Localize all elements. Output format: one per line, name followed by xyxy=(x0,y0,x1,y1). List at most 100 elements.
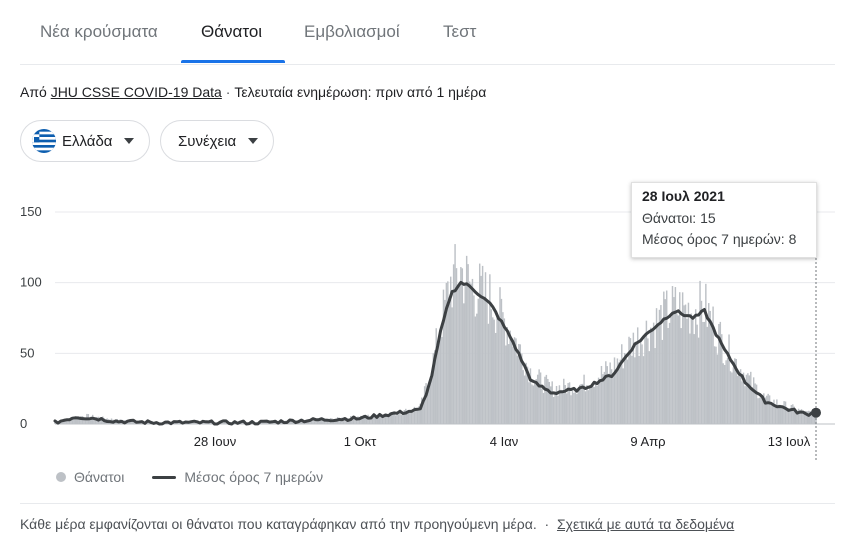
deaths-bar xyxy=(683,305,685,424)
deaths-bar xyxy=(652,322,655,424)
deaths-bar xyxy=(790,404,793,424)
source-separator: · xyxy=(225,84,231,100)
deaths-bar xyxy=(593,386,595,424)
deaths-bar xyxy=(634,357,636,424)
greece-flag-icon xyxy=(32,129,56,153)
deaths-bar xyxy=(274,422,277,424)
deaths-bar xyxy=(573,392,575,424)
x-tick-label: 9 Απρ xyxy=(630,434,665,449)
tooltip-avg: Μέσος όρος 7 ημερών: 8 xyxy=(642,231,797,247)
deaths-bar xyxy=(709,310,711,424)
deaths-bar xyxy=(368,417,371,424)
deaths-bar xyxy=(377,416,379,424)
deaths-bar xyxy=(739,369,742,424)
tab-tests[interactable]: Τεστ xyxy=(443,22,477,41)
deaths-bar xyxy=(774,404,777,424)
deaths-bar xyxy=(513,337,516,424)
deaths-bar xyxy=(486,300,488,424)
deaths-bar xyxy=(78,417,81,424)
deaths-bar xyxy=(273,422,275,424)
deaths-bar xyxy=(174,422,177,424)
deaths-bar xyxy=(597,377,600,424)
deaths-bar xyxy=(465,255,468,424)
deaths-bar xyxy=(93,417,95,424)
deaths-bar xyxy=(384,415,387,424)
deaths-bar xyxy=(260,422,262,424)
legend-deaths-swatch xyxy=(56,472,66,482)
deaths-bar xyxy=(464,285,466,424)
deaths-bar xyxy=(525,362,527,424)
deaths-bar xyxy=(568,382,571,424)
deaths-bar xyxy=(422,399,424,424)
deaths-bar xyxy=(399,413,401,424)
deaths-bar xyxy=(786,410,788,424)
deaths-bar xyxy=(202,422,204,424)
region-select[interactable]: Ελλάδα xyxy=(20,120,150,162)
deaths-bar xyxy=(577,389,580,424)
deaths-bar xyxy=(758,397,761,424)
deaths-bar xyxy=(403,410,406,424)
deaths-bar xyxy=(76,418,78,424)
deaths-chart[interactable]: 0 50 100 150 28 Ιουν 1 Οκτ 4 Ιαν 9 Απρ 13 Ιουλ xyxy=(0,170,851,465)
deaths-bar xyxy=(316,420,319,424)
deaths-bar xyxy=(320,419,323,424)
deaths-bar xyxy=(318,418,320,424)
deaths-bar xyxy=(71,417,74,424)
deaths-bar xyxy=(441,336,443,424)
deaths-bar xyxy=(481,265,484,424)
deaths-bar xyxy=(132,421,134,424)
deaths-bar xyxy=(523,375,526,424)
source-link[interactable]: JHU CSSE COVID-19 Data xyxy=(50,84,222,100)
deaths-bar xyxy=(605,361,607,424)
deaths-bar xyxy=(579,384,581,424)
deaths-bar xyxy=(680,328,682,424)
deaths-bar xyxy=(639,340,642,424)
deaths-bar xyxy=(557,395,559,424)
deaths-bar xyxy=(687,302,690,424)
deaths-bar xyxy=(628,336,630,424)
deaths-bar xyxy=(635,341,637,424)
tab-deaths[interactable]: Θάνατοι xyxy=(201,22,263,41)
deaths-bar xyxy=(190,422,192,424)
deaths-bar xyxy=(694,309,697,424)
deaths-bar xyxy=(660,305,662,424)
deaths-bar xyxy=(580,383,582,424)
deaths-bar xyxy=(90,416,92,424)
deaths-bar xyxy=(677,315,680,424)
deaths-bar xyxy=(419,403,422,424)
deaths-bar xyxy=(610,369,613,424)
deaths-bar xyxy=(613,357,616,424)
deaths-bar xyxy=(621,344,623,424)
deaths-bar xyxy=(176,422,178,424)
deaths-bar xyxy=(203,422,206,424)
deaths-bar xyxy=(796,410,798,424)
deaths-bar xyxy=(686,318,688,424)
deaths-bar xyxy=(80,416,82,424)
data-source-line: Από JHU CSSE COVID-19 Data · Τελευταία ε… xyxy=(20,84,486,100)
deaths-bar xyxy=(393,411,395,424)
deaths-bar xyxy=(706,326,709,424)
deaths-bar xyxy=(784,401,787,424)
deaths-bar xyxy=(397,414,400,424)
about-data-link[interactable]: Σχετικά με αυτά τα δεδομένα xyxy=(556,516,735,532)
tab-vaccinations[interactable]: Εμβολιασμοί xyxy=(304,22,400,41)
deaths-bar xyxy=(718,323,720,424)
deaths-bar xyxy=(205,422,207,424)
mode-select[interactable]: Συνέχεια xyxy=(160,120,274,162)
deaths-bar xyxy=(719,321,722,424)
deaths-bar xyxy=(699,280,701,424)
deaths-bar xyxy=(522,370,524,424)
deaths-bar xyxy=(467,264,469,424)
deaths-bar xyxy=(492,317,494,424)
legend-avg-label: Μέσος όρος 7 ημερών xyxy=(184,469,324,485)
deaths-bar xyxy=(667,328,669,424)
deaths-bar xyxy=(370,416,372,424)
deaths-bar xyxy=(310,419,313,424)
deaths-bar xyxy=(565,393,568,424)
deaths-bar xyxy=(625,354,627,424)
deaths-bar xyxy=(494,332,497,424)
tab-new-cases[interactable]: Νέα κρούσματα xyxy=(40,22,158,41)
deaths-bar xyxy=(708,303,710,424)
deaths-bar xyxy=(355,418,358,424)
deaths-bar xyxy=(544,376,546,424)
